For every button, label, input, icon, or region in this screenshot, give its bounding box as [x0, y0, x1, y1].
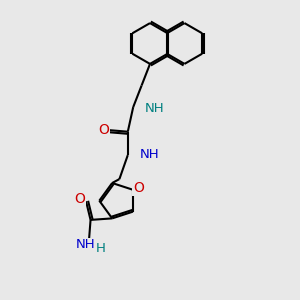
- Text: O: O: [98, 123, 109, 136]
- Text: O: O: [74, 192, 85, 206]
- Text: H: H: [95, 242, 105, 255]
- Text: NH: NH: [145, 102, 165, 115]
- Text: O: O: [133, 181, 144, 195]
- Text: NH: NH: [76, 238, 96, 251]
- Text: NH: NH: [140, 148, 159, 161]
